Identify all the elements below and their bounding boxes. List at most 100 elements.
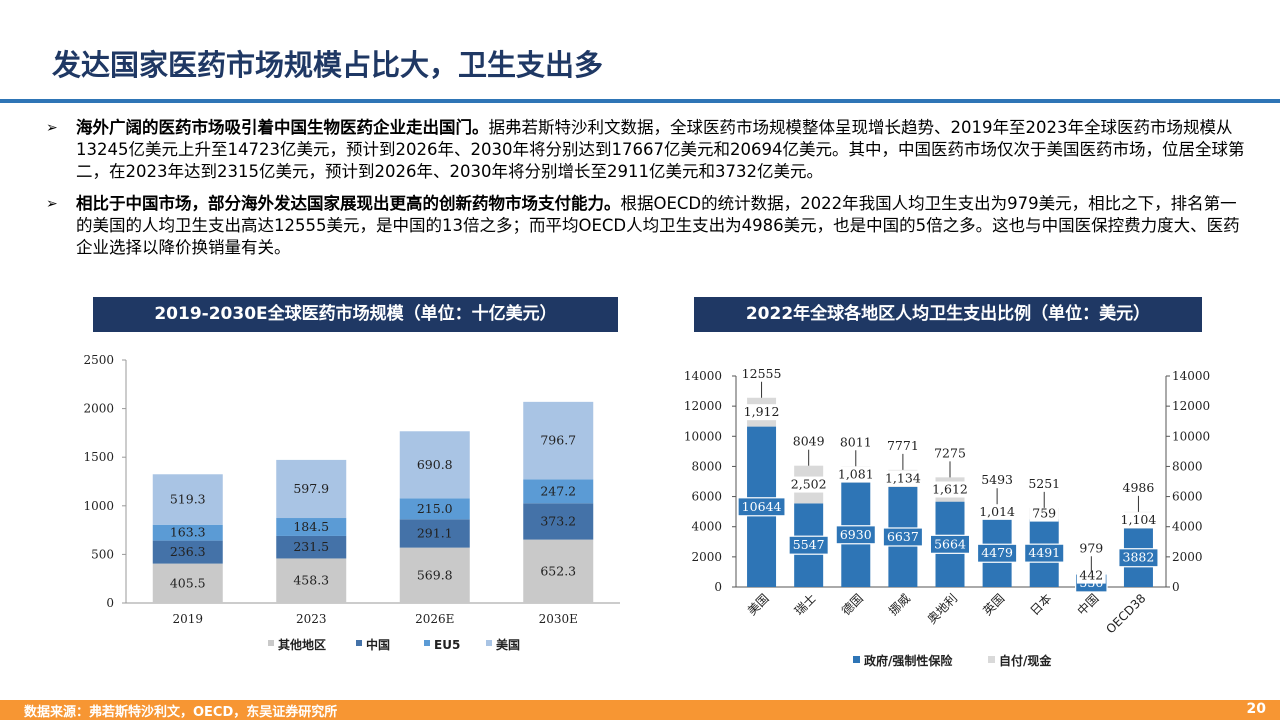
label-box <box>737 497 786 517</box>
x-tick-label: 日本 <box>1027 591 1054 618</box>
market-chart-title: 2019-2030E全球医药市场规模（单位：十亿美元） <box>93 297 618 332</box>
health-spending-chart: 0 0 2000 2000 4000 4000 6000 6000 8000 8000 10000 1… <box>684 366 1210 668</box>
data-label-out-of-pocket: 442 <box>1079 568 1103 583</box>
label-box <box>1029 505 1059 522</box>
data-label: 247.2 <box>540 483 576 498</box>
footer-bar: 数据来源：弗若斯特沙利文，OECD，东吴证券研究所 20 <box>0 700 1280 720</box>
label-box <box>788 535 829 555</box>
bar-segment <box>152 524 223 541</box>
legend-label: EU5 <box>434 638 460 652</box>
y2-tick-label: 8000 <box>1172 459 1203 473</box>
bar-segment <box>276 535 347 559</box>
y-tick-label: 2000 <box>83 402 114 416</box>
y2-tick-label: 6000 <box>1172 490 1203 504</box>
y-tick-label: 4000 <box>691 520 722 534</box>
y2-tick-label: 0 <box>1172 580 1180 594</box>
y-tick-label: 12000 <box>684 399 722 413</box>
x-tick-label: 2026E <box>415 612 454 626</box>
legend-label: 其他地区 <box>278 637 326 652</box>
data-label-out-of-pocket: 2,502 <box>791 477 827 492</box>
data-label: 163.3 <box>170 525 206 540</box>
y2-tick-label: 4000 <box>1172 520 1203 534</box>
y-tick-label: 0 <box>106 596 114 610</box>
label-box <box>975 503 1020 520</box>
data-label-total: 7275 <box>934 445 966 460</box>
data-label-government: 5664 <box>934 536 966 551</box>
bullet-lead: 海外广阔的医药市场吸引着中国生物医药企业走出国门。 <box>76 118 489 137</box>
data-label-out-of-pocket: 759 <box>1032 506 1056 521</box>
data-label-total: 12555 <box>742 366 782 381</box>
bullet-lead: 相比于中国市场，部分海外发达国家展现出更高的创新药物市场支付能力。 <box>76 194 621 213</box>
y-tick-label: 500 <box>91 547 114 561</box>
x-tick-label: 2030E <box>539 612 578 626</box>
bar-segment <box>523 479 594 504</box>
data-label-government: 4491 <box>1028 545 1060 560</box>
data-label-government: 5547 <box>793 537 825 552</box>
bar-segment <box>399 547 470 603</box>
data-label-government: 6930 <box>840 527 872 542</box>
data-label-government: 3882 <box>1123 550 1155 565</box>
bar-segment <box>276 518 347 536</box>
y-tick-label: 10000 <box>684 429 722 443</box>
label-box <box>880 470 925 487</box>
label-box <box>739 404 784 421</box>
label-box <box>786 476 831 493</box>
label-box <box>835 525 876 545</box>
legend-label: 中国 <box>366 637 390 652</box>
data-label-out-of-pocket: 1,134 <box>885 470 921 485</box>
data-label-out-of-pocket: 1,912 <box>744 404 780 419</box>
data-label-total: 979 <box>1079 540 1103 555</box>
market-size-chart: 0 500 1000 1500 2000 2500 405.5 236.3 163.3 519.3… <box>83 353 620 652</box>
legend-swatch <box>988 656 995 663</box>
x-tick-label: 2023 <box>296 612 327 626</box>
x-tick-label: 挪威 <box>886 591 913 618</box>
data-label-total: 5493 <box>981 472 1013 487</box>
x-tick-label: 2019 <box>172 612 203 626</box>
y-tick-label: 2000 <box>691 550 722 564</box>
data-label: 291.1 <box>417 525 453 540</box>
data-label-government: 6637 <box>887 529 919 544</box>
data-label-out-of-pocket: 1,081 <box>838 466 874 481</box>
legend-label: 自付/现金 <box>999 653 1052 668</box>
y-tick-label: 2500 <box>83 353 114 367</box>
bar-segment <box>276 558 347 603</box>
label-box <box>976 543 1018 563</box>
legend-label: 政府/强制性保险 <box>864 653 953 668</box>
y2-tick-label: 12000 <box>1172 399 1210 413</box>
label-box <box>1076 567 1106 584</box>
data-label: 519.3 <box>170 492 206 507</box>
spending-chart-title: 2022年全球各地区人均卫生支出比例（单位：美元） <box>694 297 1202 332</box>
data-label-out-of-pocket: 1,014 <box>979 504 1015 519</box>
bullet-item-spending: ➢ 相比于中国市场，部分海外发达国家展现出更高的创新药物市场支付能力。根据OEC… <box>46 193 1246 259</box>
page-number: 20 <box>1246 701 1266 717</box>
x-tick-label: 瑞士 <box>792 591 819 618</box>
y-tick-label: 0 <box>714 580 722 594</box>
footer-source: 数据来源：弗若斯特沙利文，OECD，东吴证券研究所 <box>24 705 338 720</box>
y-tick-label: 14000 <box>684 369 722 383</box>
data-label-total: 5251 <box>1028 476 1060 491</box>
legend-label: 美国 <box>496 637 520 652</box>
data-label: 569.8 <box>417 567 453 582</box>
x-tick-label: 美国 <box>745 591 772 618</box>
label-box <box>882 527 924 547</box>
y-tick-label: 1500 <box>83 450 114 464</box>
legend-swatch <box>356 640 362 646</box>
bar-segment <box>399 519 470 548</box>
legend-swatch <box>424 640 430 646</box>
data-label-government: 10644 <box>742 499 782 514</box>
label-box <box>929 534 971 554</box>
bar-segment <box>523 401 594 480</box>
data-label: 652.3 <box>540 563 576 578</box>
data-label: 231.5 <box>293 539 329 554</box>
legend-swatch <box>268 640 274 646</box>
legend-swatch <box>486 640 492 646</box>
data-label-total: 8011 <box>840 434 872 449</box>
y-tick-label: 8000 <box>691 459 722 473</box>
y2-tick-label: 10000 <box>1172 429 1210 443</box>
x-tick-label: 德国 <box>838 591 866 619</box>
data-label-total: 8049 <box>793 434 825 449</box>
arrow-bullet-icon: ➢ <box>46 120 58 136</box>
bar-segment <box>276 459 347 519</box>
data-label: 597.9 <box>293 481 329 496</box>
